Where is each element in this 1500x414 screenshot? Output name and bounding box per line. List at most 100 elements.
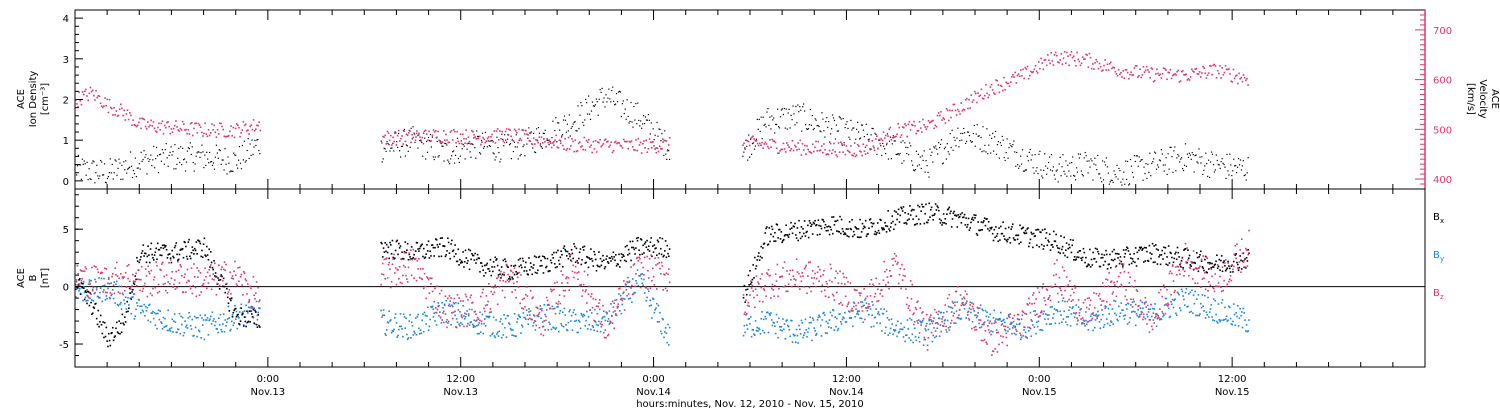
by-point [925, 330, 927, 332]
velocity-point [569, 148, 571, 150]
by-point [1234, 314, 1236, 316]
velocity-point [928, 120, 930, 122]
density-point [580, 102, 581, 103]
by-point [1235, 324, 1237, 326]
velocity-point [109, 99, 111, 101]
density-point [919, 164, 920, 165]
by-point [813, 327, 815, 329]
by-point [163, 317, 165, 319]
density-point [217, 152, 218, 153]
density-point [754, 149, 755, 150]
by-point [987, 320, 989, 322]
velocity-point [144, 119, 146, 121]
by-point [1022, 314, 1024, 316]
bz-point [93, 265, 95, 267]
bx-point [207, 254, 209, 256]
by-point [1153, 308, 1155, 310]
density-point [753, 142, 754, 143]
density-point [808, 128, 809, 129]
by-point [887, 334, 889, 336]
velocity-point [198, 123, 200, 125]
bz-point [171, 271, 173, 273]
bz-point [483, 308, 485, 310]
by-point [653, 299, 655, 301]
velocity-point [887, 135, 889, 137]
bz-point [194, 276, 196, 278]
bz-point [468, 313, 470, 315]
density-point [654, 139, 655, 140]
bz-point [233, 278, 235, 280]
velocity-point [251, 124, 253, 126]
velocity-point [920, 127, 922, 129]
density-point [1068, 170, 1069, 171]
by-point [636, 283, 638, 285]
by-point [511, 329, 513, 331]
bz-point [398, 278, 400, 280]
velocity-point [998, 84, 1000, 86]
density-point [639, 125, 640, 126]
bx-point [845, 233, 847, 235]
bz-point [103, 289, 105, 291]
by-point [477, 333, 479, 335]
velocity-point [387, 131, 389, 133]
bx-point [447, 237, 449, 239]
by-point [807, 331, 809, 333]
density-point [253, 146, 254, 147]
by-point [1091, 319, 1093, 321]
bx-point [1097, 251, 1099, 253]
density-point [488, 140, 489, 141]
velocity-point [797, 142, 799, 144]
bx-point [826, 230, 828, 232]
velocity-tick-label: 500 [1433, 125, 1452, 136]
velocity-point [805, 153, 807, 155]
by-point [957, 301, 959, 303]
bx-point [781, 231, 783, 233]
density-point [884, 148, 885, 149]
by-point [920, 321, 922, 323]
velocity-point [549, 139, 551, 141]
by-point [867, 310, 869, 312]
bx-point [663, 255, 665, 257]
velocity-point [607, 141, 609, 143]
bx-point [223, 278, 225, 280]
velocity-point [990, 86, 992, 88]
density-point [1142, 180, 1143, 181]
velocity-point [105, 105, 107, 107]
bx-point [126, 301, 128, 303]
by-point [1230, 318, 1232, 320]
density-point [166, 143, 167, 144]
by-point [202, 324, 204, 326]
velocity-point [950, 117, 952, 119]
by-point [655, 307, 657, 309]
velocity-point [1238, 73, 1240, 75]
bx-point [240, 320, 242, 322]
by-point [399, 326, 401, 328]
density-point [213, 162, 214, 163]
velocity-point [1026, 68, 1028, 70]
by-point [83, 286, 85, 288]
velocity-point [202, 135, 204, 137]
bx-point [1072, 239, 1074, 241]
by-point [1229, 307, 1231, 309]
density-point [482, 133, 483, 134]
by-point [968, 311, 970, 313]
density-point [634, 119, 635, 120]
density-point [660, 140, 661, 141]
bx-point [488, 268, 490, 270]
by-point [167, 309, 169, 311]
bx-point [389, 242, 391, 244]
bx-point [1229, 268, 1231, 270]
density-point [800, 110, 801, 111]
density-point [966, 141, 967, 142]
bx-point [1020, 241, 1022, 243]
by-point [762, 330, 764, 332]
bx-point [1036, 245, 1038, 247]
bx-point [115, 328, 117, 330]
by-point [244, 310, 246, 312]
density-point [559, 130, 560, 131]
by-point [417, 316, 419, 318]
by-point [1048, 314, 1050, 316]
by-point [188, 317, 190, 319]
density-point [851, 129, 852, 130]
density-point [636, 123, 637, 124]
